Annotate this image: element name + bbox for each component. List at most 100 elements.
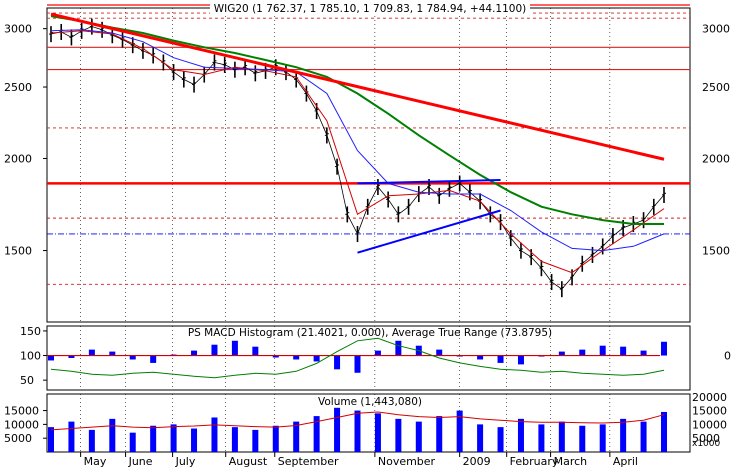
volume-unit-label: x1000	[692, 439, 721, 449]
histogram-bar	[395, 340, 402, 356]
volume-bar	[558, 421, 565, 452]
histogram-bar	[477, 355, 484, 360]
volume-right-tick-label: 15000	[692, 405, 727, 418]
volume-bar	[293, 421, 300, 452]
histogram-bar	[150, 355, 157, 363]
price-y-tick-label: 2500	[4, 81, 32, 94]
x-axis-tick-label: 2009	[463, 455, 491, 467]
x-axis-tick-label: May	[84, 455, 107, 467]
volume-bar	[272, 425, 279, 452]
volume-bar	[661, 411, 667, 452]
price-y-tick-label: 1500	[4, 245, 32, 258]
price-y-tick-label-right: 1500	[702, 245, 730, 258]
trend-line	[357, 209, 501, 254]
price-y-tick-label: 2000	[4, 152, 32, 165]
histogram-bar	[497, 355, 504, 363]
indicator-chart-title: PS MACD Histogram (21.4021, 0.000), Aver…	[188, 327, 552, 339]
volume-average-line	[50, 411, 665, 431]
volume-right-tick-label: 10000	[692, 418, 727, 431]
histogram-bar	[334, 355, 341, 370]
indicator-y-tick-label: 150	[20, 325, 41, 338]
histogram-bar	[272, 355, 279, 358]
indicator-y-tick-label: 100	[20, 350, 41, 363]
volume-bar	[354, 410, 361, 452]
horizontal-levels	[47, 4, 690, 285]
volume-right-tick-label: 20000	[692, 391, 727, 404]
x-axis-tick-label: August	[229, 455, 268, 467]
volume-bar	[436, 416, 443, 452]
x-axis-tick-label: November	[378, 455, 436, 467]
price-title-bg	[210, 2, 530, 14]
histogram-bar	[374, 350, 381, 356]
histogram-bar	[599, 345, 606, 356]
volume-bar	[150, 425, 157, 452]
histogram-bar	[293, 355, 300, 360]
trend-line	[357, 178, 501, 185]
volume-bar	[620, 418, 627, 452]
histogram-bar	[620, 346, 627, 356]
histogram-bar	[558, 351, 565, 356]
histogram-bar	[48, 355, 54, 361]
indicator-right-tick-label: 0	[724, 350, 731, 363]
volume-bar	[334, 407, 341, 452]
volume-bar	[129, 432, 136, 452]
volume-bar	[517, 418, 524, 452]
volume-bar	[191, 428, 198, 452]
price-y-tick-label: 3000	[4, 23, 32, 36]
volume-bar	[68, 421, 75, 452]
x-axis-tick-label: February	[510, 455, 559, 467]
histogram-bar	[109, 351, 116, 356]
volume-right-tick-label: 5000	[692, 432, 720, 445]
volume-bar	[415, 421, 422, 452]
histogram-bar	[313, 355, 320, 362]
histogram-bar	[640, 350, 647, 356]
price-y-tick-label-right: 2000	[702, 152, 730, 165]
volume-y-tick-label: 15000	[4, 405, 39, 418]
histogram-bar	[68, 355, 75, 358]
histogram-bar	[129, 355, 136, 360]
moving-average-long-line	[50, 15, 664, 225]
price-chart-title: WIG20 (1 762.37, 1 785.10, 1 709.83, 1 7…	[214, 3, 526, 15]
labels-layer: May June July August September November 2009 Fe…	[4, 2, 731, 468]
volume-bar	[579, 425, 586, 452]
volume-bar	[313, 416, 320, 452]
x-axis-tick-label: September	[278, 455, 339, 467]
volume-bar	[497, 427, 504, 452]
price-y-tick-label-right: 2500	[702, 81, 730, 94]
volume-bar	[231, 427, 238, 452]
grid	[43, 8, 611, 457]
histogram-bar	[436, 349, 443, 356]
moving-average-short-line	[50, 30, 665, 274]
average-true-range-line	[50, 337, 665, 379]
volume-bar	[395, 418, 402, 452]
volume-y-tick-label: 5000	[4, 432, 32, 445]
volume-y-tick-label: 10000	[4, 418, 39, 431]
volume-bar	[538, 424, 545, 452]
volume-chart-title: Volume (1,443,080)	[318, 396, 422, 408]
series-layer	[47, 12, 667, 452]
volume-bar	[48, 427, 54, 452]
volume-bar	[456, 410, 463, 452]
x-axis-tick-label: June	[128, 455, 153, 467]
volume-bar	[640, 421, 647, 452]
volume-bar	[599, 424, 606, 452]
histogram-bar	[252, 346, 259, 356]
volume-bar	[374, 413, 381, 452]
x-axis-tick-label: March	[554, 455, 588, 467]
indicator-y-tick-label: 50	[20, 374, 34, 387]
histogram-bar	[211, 344, 218, 356]
histogram-bar	[231, 340, 238, 356]
x-axis-tick-label: April	[613, 455, 638, 467]
volume-bar	[170, 424, 177, 452]
panel-frames	[46, 7, 691, 453]
histogram-bar	[579, 349, 586, 356]
histogram-bar	[354, 355, 361, 373]
histogram-bar	[661, 341, 667, 356]
histogram-bar	[517, 355, 524, 365]
volume-bar	[109, 418, 116, 452]
trend-line	[50, 12, 665, 161]
x-axis-tick-label: July	[175, 455, 196, 467]
volume-bar	[88, 429, 95, 452]
